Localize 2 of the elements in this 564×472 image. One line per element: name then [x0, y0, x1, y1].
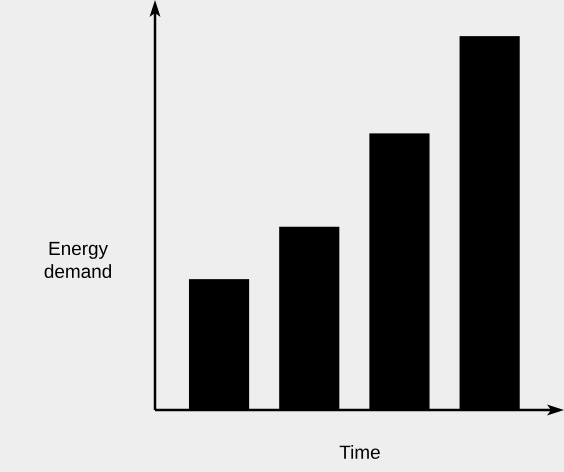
y-axis-title: Energy demand	[44, 242, 112, 278]
x-axis-title: Time	[340, 445, 380, 459]
